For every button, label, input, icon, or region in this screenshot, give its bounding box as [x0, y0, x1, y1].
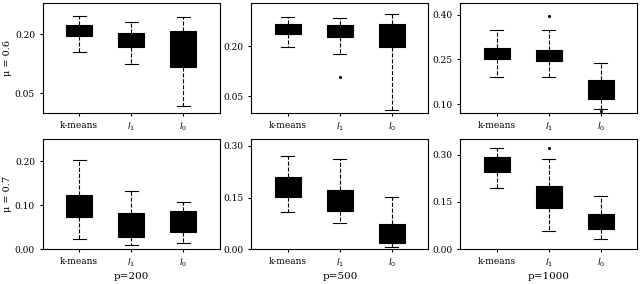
PathPatch shape — [379, 24, 405, 47]
PathPatch shape — [536, 186, 562, 208]
PathPatch shape — [327, 190, 353, 211]
PathPatch shape — [275, 24, 301, 34]
Y-axis label: μ = 0.7: μ = 0.7 — [3, 176, 12, 212]
X-axis label: p=200: p=200 — [113, 272, 148, 281]
PathPatch shape — [118, 213, 144, 237]
PathPatch shape — [275, 177, 301, 197]
X-axis label: p=1000: p=1000 — [527, 272, 570, 281]
PathPatch shape — [484, 157, 509, 172]
PathPatch shape — [484, 47, 509, 59]
PathPatch shape — [327, 25, 353, 37]
PathPatch shape — [66, 195, 92, 218]
PathPatch shape — [588, 80, 614, 99]
PathPatch shape — [118, 33, 144, 47]
PathPatch shape — [170, 211, 196, 232]
PathPatch shape — [170, 31, 196, 67]
X-axis label: p=500: p=500 — [322, 272, 358, 281]
PathPatch shape — [66, 25, 92, 36]
PathPatch shape — [379, 224, 405, 243]
Y-axis label: μ = 0.6: μ = 0.6 — [3, 40, 12, 76]
PathPatch shape — [588, 214, 614, 229]
PathPatch shape — [536, 50, 562, 61]
